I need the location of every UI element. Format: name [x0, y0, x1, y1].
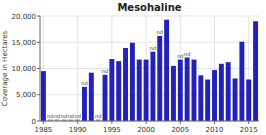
annotation: nd — [95, 113, 101, 119]
bar — [130, 43, 135, 121]
annotation: nd — [61, 113, 67, 119]
bar — [89, 73, 94, 121]
x-axis-line — [40, 121, 259, 122]
bar — [164, 20, 169, 121]
bars — [41, 20, 258, 121]
bar — [233, 78, 238, 121]
annotation: nd — [47, 113, 53, 119]
chart: 0 5,000 10,000 15,000 20,000 1985 1990 1995 2000… — [0, 0, 266, 135]
annotation: nd — [177, 53, 183, 59]
annotation: nd — [150, 45, 156, 51]
bar — [185, 57, 190, 121]
bar — [178, 60, 183, 121]
y-axis-line — [40, 16, 41, 121]
bar — [219, 64, 224, 121]
bar — [82, 87, 87, 121]
tick-label: 0 — [32, 118, 36, 126]
bar — [41, 71, 46, 121]
bar — [198, 75, 203, 121]
grid-line — [40, 42, 259, 43]
grid — [40, 16, 259, 121]
annotation: nd — [102, 68, 108, 74]
bar — [205, 80, 210, 121]
bar — [144, 60, 149, 121]
tick-label: 2010 — [206, 126, 224, 134]
grid-line — [40, 121, 259, 122]
bar — [226, 62, 231, 121]
tick-label: 15,000 — [12, 39, 37, 47]
annotation: nd — [68, 113, 74, 119]
tick-label: 1990 — [69, 126, 87, 134]
tick-label: 5,000 — [16, 91, 36, 99]
bar — [253, 21, 258, 121]
bar — [103, 75, 108, 121]
bar — [137, 60, 142, 121]
bar — [109, 59, 114, 121]
tick-label: 2005 — [171, 126, 189, 134]
annotation: nd — [157, 29, 163, 35]
bar — [212, 70, 217, 121]
tick-label: 10,000 — [12, 65, 37, 73]
tick-label: 1995 — [103, 126, 121, 134]
annotation: nd — [184, 51, 190, 57]
tick-label: 2000 — [137, 126, 155, 134]
bar — [116, 61, 121, 121]
bar — [157, 36, 162, 121]
bar — [239, 42, 244, 121]
y-axis-label: Coverage in Hectares — [1, 30, 9, 106]
grid-line — [77, 16, 78, 121]
bar — [246, 80, 251, 121]
annotation: nd — [81, 80, 87, 86]
annotation: nd — [74, 113, 80, 119]
annotation: nd — [54, 113, 60, 119]
tick-label: 1985 — [35, 126, 53, 134]
grid-line — [40, 16, 259, 17]
bar — [123, 48, 128, 121]
tick-label: 20,000 — [12, 13, 37, 21]
tick-label: 2015 — [240, 126, 258, 134]
bar — [192, 60, 197, 121]
title: Mesohaline — [117, 2, 181, 13]
bar — [150, 52, 155, 121]
bar — [171, 66, 176, 121]
